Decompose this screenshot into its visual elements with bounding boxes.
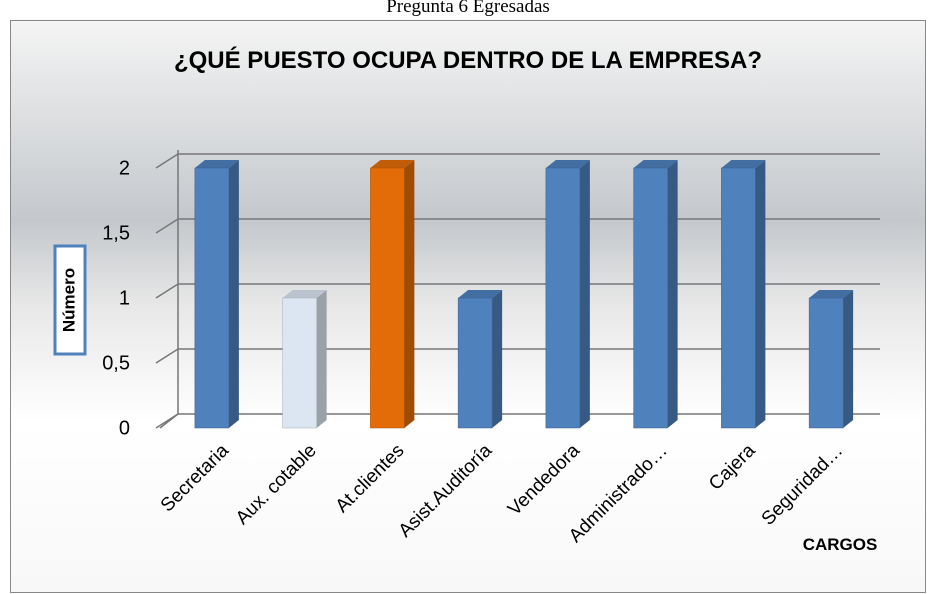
x-axis-label: CARGOS: [803, 535, 878, 554]
bar-top: [458, 290, 503, 298]
bar: [721, 167, 756, 429]
bar-top: [370, 160, 415, 168]
bar-top: [545, 160, 590, 168]
bar-top: [633, 160, 678, 168]
bar: [370, 167, 405, 429]
bar: [633, 167, 668, 429]
bar: [194, 167, 230, 429]
caption: Pregunta 6 Egresadas: [386, 0, 550, 17]
bar: [282, 297, 317, 429]
y-axis-label: Número: [59, 268, 78, 332]
grid-line: [155, 153, 880, 169]
bar-side: [404, 160, 415, 428]
bar-top: [282, 290, 327, 298]
y-tick-label: 0: [119, 417, 130, 439]
y-tick-label: 0,5: [102, 352, 130, 374]
bar-side: [316, 290, 327, 428]
bar-side: [667, 160, 678, 428]
bar-side: [755, 160, 766, 428]
bar-side: [492, 290, 503, 428]
bar-side: [579, 160, 590, 428]
bar: [457, 297, 493, 429]
bar-side: [228, 160, 239, 428]
bar-top: [809, 290, 854, 298]
bar-side: [843, 290, 854, 428]
y-tick-label: 1: [119, 287, 130, 309]
chart-title: ¿QUÉ PUESTO OCUPA DENTRO DE LA EMPRESA?: [174, 46, 762, 74]
y-label-box: [53, 244, 87, 356]
bar: [545, 167, 581, 429]
bar-top: [194, 160, 239, 168]
bar-top: [721, 160, 766, 168]
y-tick-label: 1,5: [102, 222, 130, 244]
bar: [808, 297, 844, 429]
y-tick-label: 2: [119, 157, 130, 179]
